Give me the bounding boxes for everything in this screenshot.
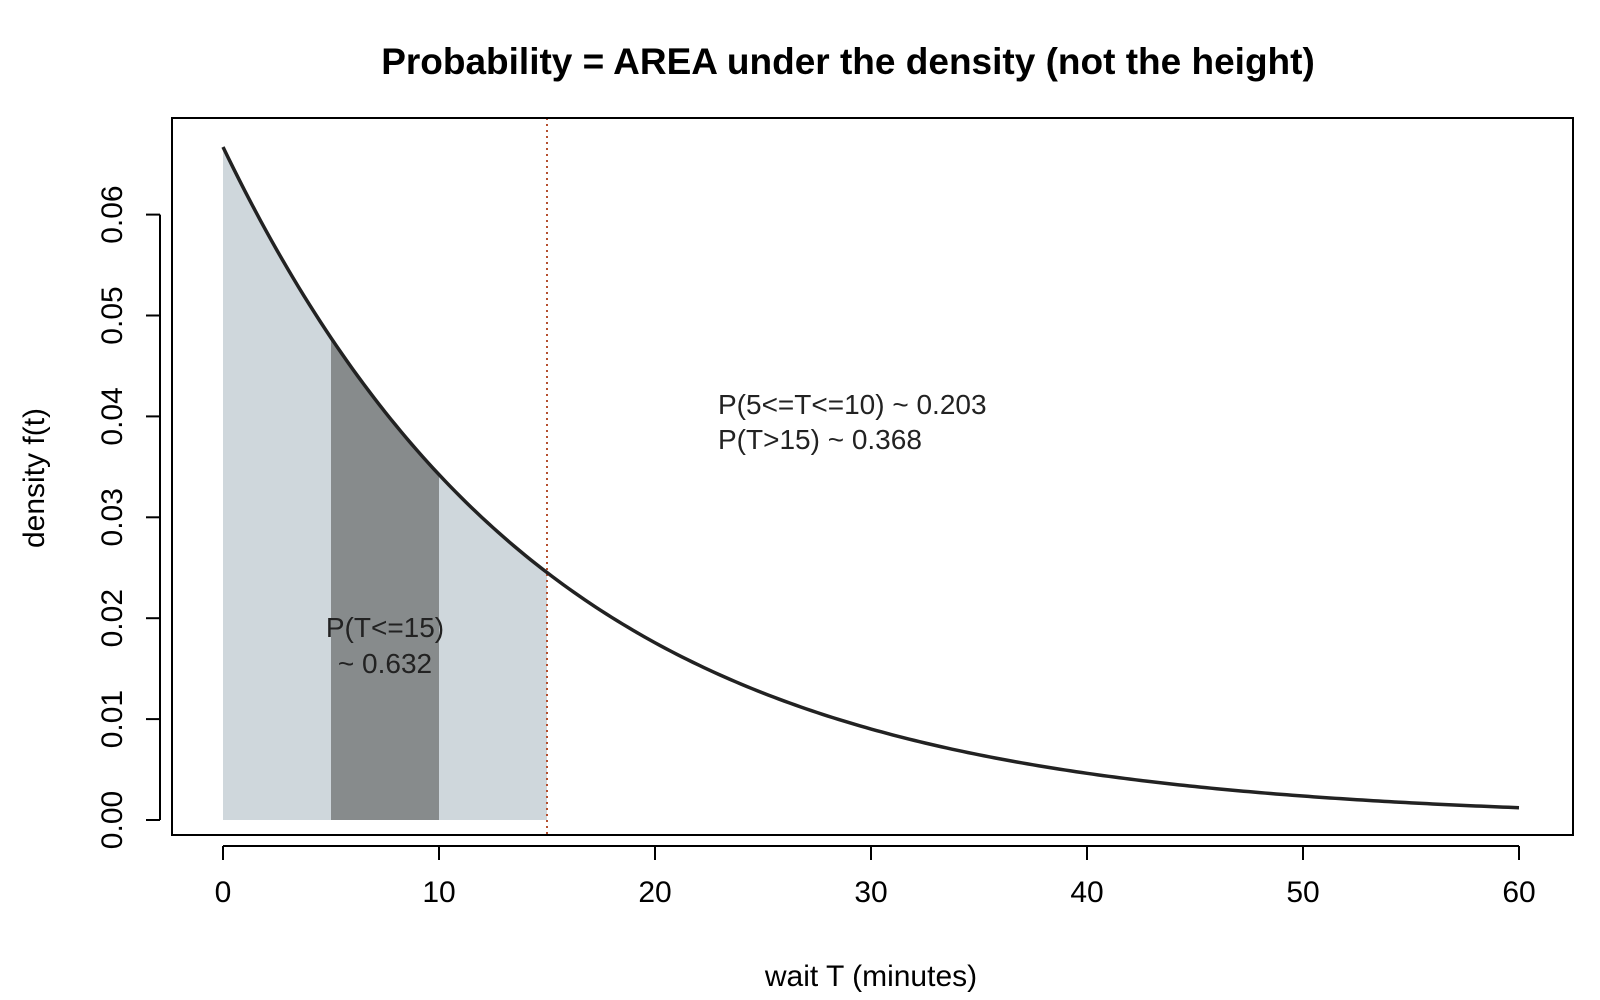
x-tick-label: 40 bbox=[1070, 876, 1103, 909]
density-curve bbox=[221, 146, 1520, 810]
plot-frame bbox=[171, 117, 1574, 836]
y-tick-label: 0.06 bbox=[96, 185, 129, 243]
x-tick-label: 0 bbox=[215, 876, 232, 909]
y-axis-label: density f(t) bbox=[18, 408, 51, 548]
y-tick-label: 0.02 bbox=[96, 589, 129, 647]
x-axis: 0 10 20 30 40 50 60 bbox=[215, 845, 1536, 909]
shaded-region-1 bbox=[331, 337, 439, 820]
region-label-line1: P(T<=15) bbox=[326, 612, 444, 643]
y-tick-label: 0.03 bbox=[96, 488, 129, 546]
y-tick-label: 0.04 bbox=[96, 387, 129, 445]
plot-area bbox=[221, 118, 1520, 835]
y-axis: 0.00 0.01 0.02 0.03 0.04 0.05 0.06 bbox=[96, 185, 161, 849]
y-tick-label: 0.00 bbox=[96, 791, 129, 849]
x-tick-label: 10 bbox=[422, 876, 455, 909]
x-tick-label: 60 bbox=[1502, 876, 1535, 909]
chart-title: Probability = AREA under the density (no… bbox=[381, 41, 1315, 82]
x-tick-label: 20 bbox=[638, 876, 671, 909]
x-axis-label: wait T (minutes) bbox=[764, 960, 977, 993]
y-tick-label: 0.01 bbox=[96, 690, 129, 748]
x-tick-label: 30 bbox=[854, 876, 887, 909]
region-label-line2: ~ 0.632 bbox=[338, 648, 432, 679]
summary-line1: P(5<=T<=10) ~ 0.203 bbox=[718, 389, 987, 420]
x-tick-label: 50 bbox=[1286, 876, 1319, 909]
y-tick-label: 0.05 bbox=[96, 286, 129, 344]
summary-line2: P(T>15) ~ 0.368 bbox=[718, 424, 922, 455]
